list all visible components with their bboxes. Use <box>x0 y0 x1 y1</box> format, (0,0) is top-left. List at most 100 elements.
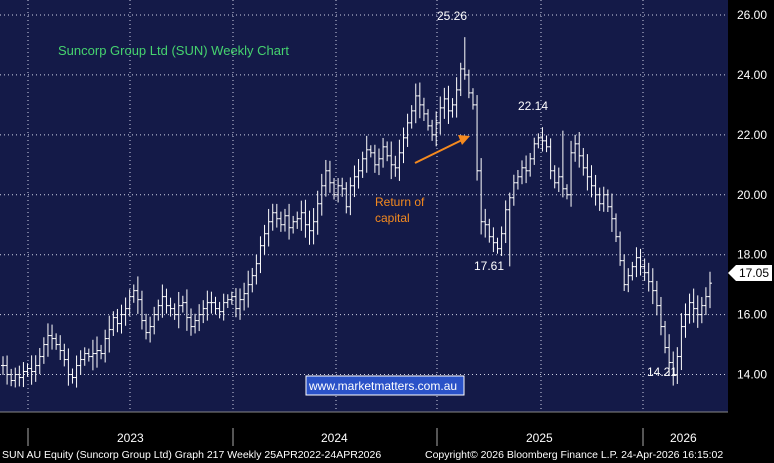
watermark: www.marketmatters.com.au <box>308 379 457 393</box>
price-bar <box>393 155 398 177</box>
price-bar <box>221 293 226 321</box>
price-bar <box>9 368 14 387</box>
price-bar <box>258 236 263 274</box>
price-bar <box>421 97 426 121</box>
price-bar <box>148 316 153 343</box>
price-bar <box>246 270 251 308</box>
price-bar <box>5 355 10 385</box>
price-bar <box>450 98 455 118</box>
plot-area <box>0 0 728 412</box>
price-bar <box>176 291 181 329</box>
price-bar <box>372 144 377 173</box>
price-bar <box>495 237 500 254</box>
price-bar <box>111 311 116 336</box>
price-bar <box>1 356 5 375</box>
price-bar <box>213 296 218 315</box>
price-bar <box>695 295 700 328</box>
price-bar <box>589 165 594 198</box>
x-tick-label: 2025 <box>526 431 553 445</box>
price-bar <box>37 348 42 375</box>
price-bar <box>597 187 602 211</box>
price-bar <box>663 320 668 354</box>
price-bar <box>675 347 680 384</box>
price-bar <box>348 177 353 216</box>
price-bar <box>250 267 255 293</box>
price-bar <box>307 210 312 245</box>
price-bar <box>180 295 185 313</box>
price-bar <box>446 85 451 124</box>
price-bar <box>54 333 59 350</box>
price-bar <box>319 173 324 216</box>
price-bar <box>262 224 267 255</box>
price-bar <box>266 208 271 247</box>
x-tick-label: 2023 <box>117 431 144 445</box>
price-bar <box>344 182 349 214</box>
price-bar <box>287 203 292 240</box>
price-bar <box>691 288 696 323</box>
y-tick-label: 20.00 <box>737 188 767 202</box>
price-bar <box>340 177 345 197</box>
price-bar <box>25 363 30 377</box>
price-bar <box>401 127 406 164</box>
price-bar <box>78 350 83 375</box>
price-bar <box>123 297 128 326</box>
price-bar <box>569 140 574 207</box>
price-bar <box>21 362 26 388</box>
price-bar <box>50 324 55 350</box>
y-tick-label: 22.00 <box>737 128 767 142</box>
price-bar <box>295 211 300 229</box>
price-bar <box>503 200 508 244</box>
price-bar <box>413 83 418 124</box>
price-bar <box>470 88 475 110</box>
last-price-tag <box>728 265 772 281</box>
price-bar <box>229 291 234 305</box>
annotation-return-of-capital-line2: capital <box>375 211 410 225</box>
price-bar <box>417 82 422 119</box>
price-bar <box>225 294 230 309</box>
price-bar <box>560 130 565 198</box>
price-bar <box>94 336 99 368</box>
price-bar <box>193 313 198 334</box>
price-bar <box>299 200 304 231</box>
price-bar <box>66 348 71 386</box>
price-bar <box>703 287 708 316</box>
price-bar <box>434 111 439 147</box>
annotation-high-2024: 25.26 <box>437 9 467 23</box>
price-bar <box>82 347 87 366</box>
price-bar <box>103 329 108 363</box>
price-bar <box>233 288 238 318</box>
price-bar <box>585 154 590 191</box>
price-bar <box>699 297 704 324</box>
price-bar <box>33 355 38 382</box>
price-bar <box>29 355 34 385</box>
price-bar <box>654 280 659 316</box>
price-bar <box>291 215 296 234</box>
price-bar <box>426 109 431 131</box>
last-price-label: 17.05 <box>739 266 769 280</box>
price-bar <box>462 37 467 80</box>
price-bar <box>127 289 132 316</box>
price-bar <box>581 147 586 176</box>
price-bar <box>548 138 553 180</box>
price-bar <box>303 199 308 238</box>
price-bar <box>605 189 610 213</box>
price-bar <box>332 178 337 200</box>
footer-right: Copyright© 2026 Bloomberg Finance L.P. 2… <box>425 449 723 461</box>
price-bar <box>160 284 165 318</box>
price-bar <box>205 290 210 321</box>
price-bar <box>156 299 161 321</box>
price-bar <box>507 192 512 267</box>
price-bar <box>62 343 67 367</box>
price-bar <box>618 231 623 266</box>
price-bar <box>119 304 124 334</box>
price-bar <box>131 284 136 303</box>
price-bar <box>544 135 549 153</box>
price-bar <box>466 69 471 99</box>
price-bar <box>201 300 206 324</box>
watermark-box <box>305 375 465 396</box>
x-tick-label: 2026 <box>670 431 697 445</box>
price-bar <box>336 178 341 203</box>
price-bar <box>671 351 676 386</box>
price-bar <box>315 190 320 235</box>
